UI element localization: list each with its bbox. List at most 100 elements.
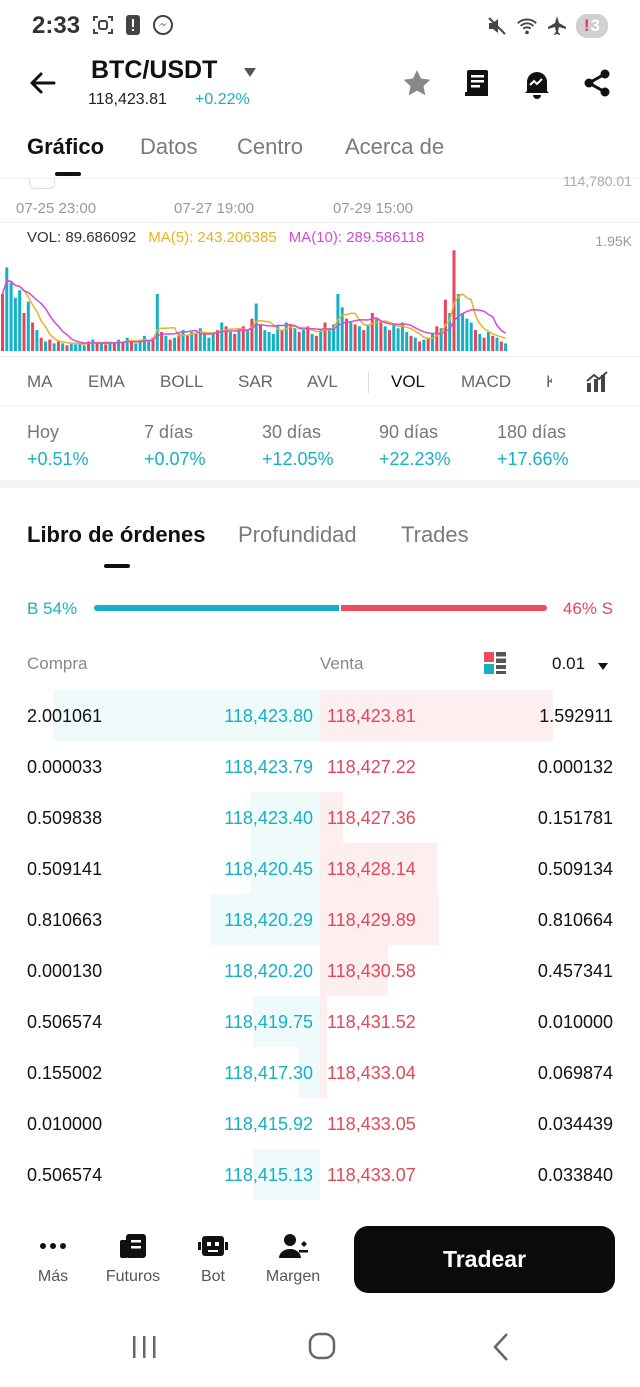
trade-button[interactable]: Tradear xyxy=(354,1226,615,1293)
orderbook-row[interactable]: 0.000130 118,420.20 118,430.58 0.457341 xyxy=(0,945,640,996)
orderbook-row[interactable]: 0.509838 118,423.40 118,427.36 0.151781 xyxy=(0,792,640,843)
bid-price: 118,419.75 xyxy=(224,1012,313,1032)
orderbook-row[interactable]: 0.506574 118,419.75 118,431.52 0.010000 xyxy=(0,996,640,1047)
volume-bar xyxy=(284,322,288,351)
orderbook-row[interactable]: 0.506574 118,415.13 118,433.07 0.033840 xyxy=(0,1149,640,1200)
orderbook-row[interactable]: 0.810663 118,420.29 118,429.89 0.810664 xyxy=(0,894,640,945)
volume-bar xyxy=(155,294,159,351)
volume-bar xyxy=(56,341,60,351)
volume-bar xyxy=(207,337,211,351)
alert-bell-icon[interactable] xyxy=(520,66,554,100)
indicator-settings-icon[interactable] xyxy=(584,369,610,395)
volume-bar xyxy=(130,341,133,351)
bot-button[interactable]: Bot xyxy=(178,1232,248,1286)
volume-bar xyxy=(203,332,207,351)
volume-bar xyxy=(388,330,391,351)
volume-bar xyxy=(13,297,17,351)
orderbook-row[interactable]: 0.509141 118,420.45 118,428.14 0.509134 xyxy=(0,843,640,894)
buy-ratio-label: B 54% xyxy=(27,599,78,618)
bid-price: 118,423.79 xyxy=(224,757,313,777)
indicator-vol[interactable]: VOL xyxy=(391,372,426,391)
ask-quantity: 0.034439 xyxy=(537,1114,613,1134)
tab-profundidad[interactable]: Profundidad xyxy=(238,522,357,547)
mute-icon xyxy=(486,15,508,37)
ma5-value: MA(5): 243.206385 xyxy=(148,229,277,246)
volume-bar xyxy=(35,330,39,351)
margin-button[interactable]: Margen xyxy=(258,1232,328,1286)
orderbook-row[interactable]: 0.000033 118,423.79 118,427.22 0.000132 xyxy=(0,741,640,792)
messenger-icon xyxy=(152,14,174,36)
volume-bar xyxy=(31,322,35,351)
volume-bar xyxy=(9,282,13,351)
volume-bar xyxy=(327,328,331,351)
volume-bar xyxy=(250,318,254,351)
volume-bar xyxy=(164,335,168,351)
book-icon[interactable] xyxy=(460,66,494,100)
volume-bar xyxy=(302,330,305,351)
ask-quantity: 0.033840 xyxy=(537,1165,613,1185)
indicator-sar[interactable]: SAR xyxy=(238,372,273,391)
orderbook-layout-icon[interactable] xyxy=(483,651,507,675)
buy-sell-ratio: B 54% 46% S xyxy=(0,597,640,621)
ask-quantity: 0.000132 xyxy=(537,757,613,777)
buy-ratio-bar xyxy=(94,605,339,611)
tab-datos[interactable]: Datos xyxy=(140,134,198,159)
volume-bar xyxy=(366,324,370,351)
indicator-macd[interactable]: MACD xyxy=(461,372,512,391)
volume-bar xyxy=(431,333,434,351)
tab-trades[interactable]: Trades xyxy=(401,522,469,547)
chevron-down-icon[interactable] xyxy=(598,658,608,670)
orderbook-row[interactable]: 0.155002 118,417.30 118,433.04 0.069874 xyxy=(0,1047,640,1098)
bot-icon xyxy=(197,1232,229,1260)
volume-bar xyxy=(267,332,271,351)
orderbook-row[interactable]: 2.001061 118,423.80 118,423.81 1.592911 xyxy=(0,690,640,741)
volume-bar xyxy=(478,333,482,351)
volume-bar xyxy=(439,328,443,351)
volume-bar xyxy=(48,339,52,351)
volume-bar xyxy=(306,326,310,351)
status-time: 2:33 xyxy=(32,12,81,39)
recents-icon[interactable] xyxy=(126,1330,162,1364)
indicator-avl[interactable]: AVL xyxy=(307,372,338,391)
tab-acerca-de[interactable]: Acerca de xyxy=(345,134,445,159)
home-icon[interactable] xyxy=(304,1330,340,1364)
indicator-kdj[interactable]: K xyxy=(546,372,552,391)
star-icon[interactable] xyxy=(400,66,434,100)
share-icon[interactable] xyxy=(580,66,614,100)
collapse-handle[interactable] xyxy=(29,179,55,189)
bid-price: 118,423.80 xyxy=(224,706,313,726)
volume-bar xyxy=(121,342,125,351)
x-tick-label: 07-25 23:00 xyxy=(16,200,97,217)
precision-select[interactable]: 0.01 xyxy=(552,654,586,673)
futures-button[interactable]: Futuros xyxy=(98,1232,168,1286)
tab-libro-de-ordenes[interactable]: Libro de órdenes xyxy=(27,522,206,547)
volume-bar xyxy=(224,326,228,351)
bid-depth-bar xyxy=(211,894,320,945)
pair-dropdown-icon[interactable] xyxy=(244,65,256,77)
back-icon[interactable] xyxy=(484,1330,520,1364)
tab-grafico[interactable]: Gráfico xyxy=(27,134,105,159)
bottom-action-bar: Más Futuros Bot Margen Tradear xyxy=(0,1220,640,1300)
volume-bar xyxy=(104,344,108,351)
volume-bar xyxy=(297,332,301,351)
indicator-ema[interactable]: EMA xyxy=(88,372,125,391)
chart-area[interactable]: 114,780.01 07-25 23:00 07-27 19:00 07-29… xyxy=(0,173,640,356)
pair-title[interactable]: BTC/USDT xyxy=(91,56,218,84)
volume-bar xyxy=(185,335,189,351)
active-tab-indicator xyxy=(104,564,130,568)
main-tabs: Gráfico Datos Centro Acerca de xyxy=(0,126,640,178)
volume-bar xyxy=(435,326,439,351)
more-button[interactable]: Más xyxy=(18,1232,88,1286)
bid-quantity: 0.509141 xyxy=(27,859,103,879)
price-change: +0.22% xyxy=(195,91,250,108)
indicator-boll[interactable]: BOLL xyxy=(160,372,204,391)
volume-bar xyxy=(95,343,99,351)
indicator-ma[interactable]: MA xyxy=(27,372,53,391)
volume-bar xyxy=(160,332,164,351)
tab-centro[interactable]: Centro xyxy=(237,134,304,159)
ask-price: 118,431.52 xyxy=(327,1012,416,1032)
orderbook-tabs: Libro de órdenes Profundidad Trades xyxy=(0,518,640,570)
bid-price: 118,417.30 xyxy=(224,1063,313,1083)
orderbook-row[interactable]: 0.010000 118,415.92 118,433.05 0.034439 xyxy=(0,1098,640,1149)
back-arrow-icon[interactable] xyxy=(26,66,60,100)
